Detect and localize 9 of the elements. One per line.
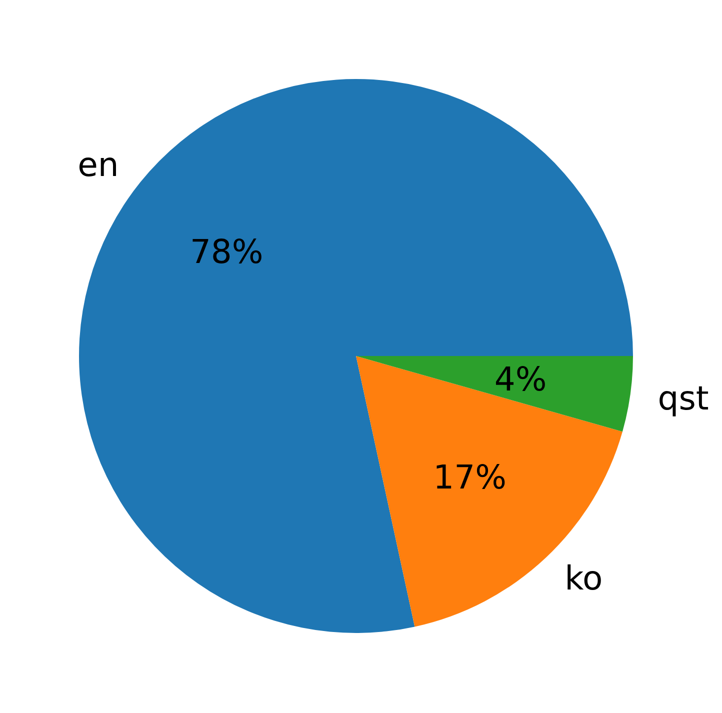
data-label: 17% (433, 458, 506, 497)
slice-label: qst (658, 378, 709, 418)
pie-slice (356, 356, 633, 432)
slice-label: en (78, 145, 119, 184)
data-label: 78% (190, 232, 264, 272)
pie-slice (79, 79, 633, 633)
pie-slice (356, 356, 622, 627)
slice-label: ko (564, 558, 603, 598)
data-label: 4% (494, 359, 547, 398)
